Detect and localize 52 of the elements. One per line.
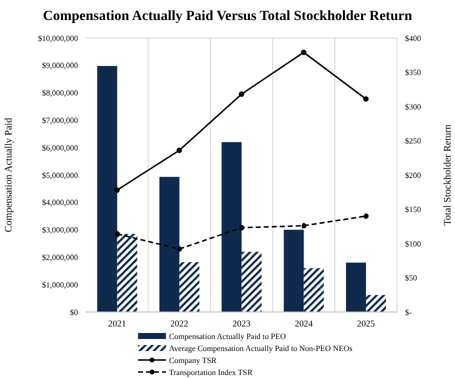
legend-label: Company TSR [169,356,217,364]
bar [242,252,262,312]
y-tick-label: $5,000,000 [42,170,78,180]
point [176,148,182,154]
y2-tick-label: $400 [405,34,421,43]
y-tick-label: $0 [70,308,78,317]
y2-tick-label: $100 [405,239,421,248]
legend-label: Average Compensation Actually Paid to Non-PEO NEOs [169,344,352,352]
y-tick-label: $2,000,000 [42,253,78,262]
bar [284,230,304,312]
bar [304,268,324,312]
x-tick-label: 2025 [356,318,376,328]
y2-tick-label: $300 [405,102,421,112]
bar [222,142,242,312]
y2-tick-label: $200 [405,170,421,180]
y2-tick-label: $250 [405,136,421,146]
point [300,222,306,228]
bar [159,176,180,312]
point [114,187,120,193]
bar [346,262,366,312]
y-tick-label: $7,000,000 [42,116,78,126]
bar [366,295,386,312]
chart-title: Compensation Actually Paid Versus Total Stockholder Return [42,8,414,26]
bar [179,262,200,312]
y-tick-label: $3,000,000 [42,226,78,235]
point [300,50,306,56]
y-tick-label: $8,000,000 [42,88,78,98]
y2-tick-label: $50 [405,274,417,283]
point [238,224,244,230]
legend-label: Compensation Actually Paid to PEO [169,332,286,340]
y2-axis-title: Total Stockholder Return [442,124,454,226]
legend-label: Transportation Index TSR [169,368,253,376]
y2-tick-label: $- [405,308,412,317]
x-tick-label: 2021 [108,318,126,328]
bar [117,234,138,312]
y-tick-label: $9,000,000 [42,61,78,70]
y-tick-label: $10,000,000 [38,34,78,43]
point [363,96,369,102]
y2-tick-label: $350 [405,68,421,78]
y-axis-title: Compensation Actually Paid [4,118,15,232]
x-tick-label: 2022 [170,318,188,328]
point [238,91,244,97]
y-tick-label: $1,000,000 [42,280,78,290]
y-tick-label: $4,000,000 [42,198,78,208]
x-tick-label: 2023 [232,318,251,328]
bar [97,66,118,312]
point [363,213,369,219]
point [114,231,120,237]
y2-tick-label: $150 [405,205,421,214]
point [176,246,182,252]
y-tick-label: $6,000,000 [42,143,78,152]
x-tick-label: 2024 [294,318,314,328]
